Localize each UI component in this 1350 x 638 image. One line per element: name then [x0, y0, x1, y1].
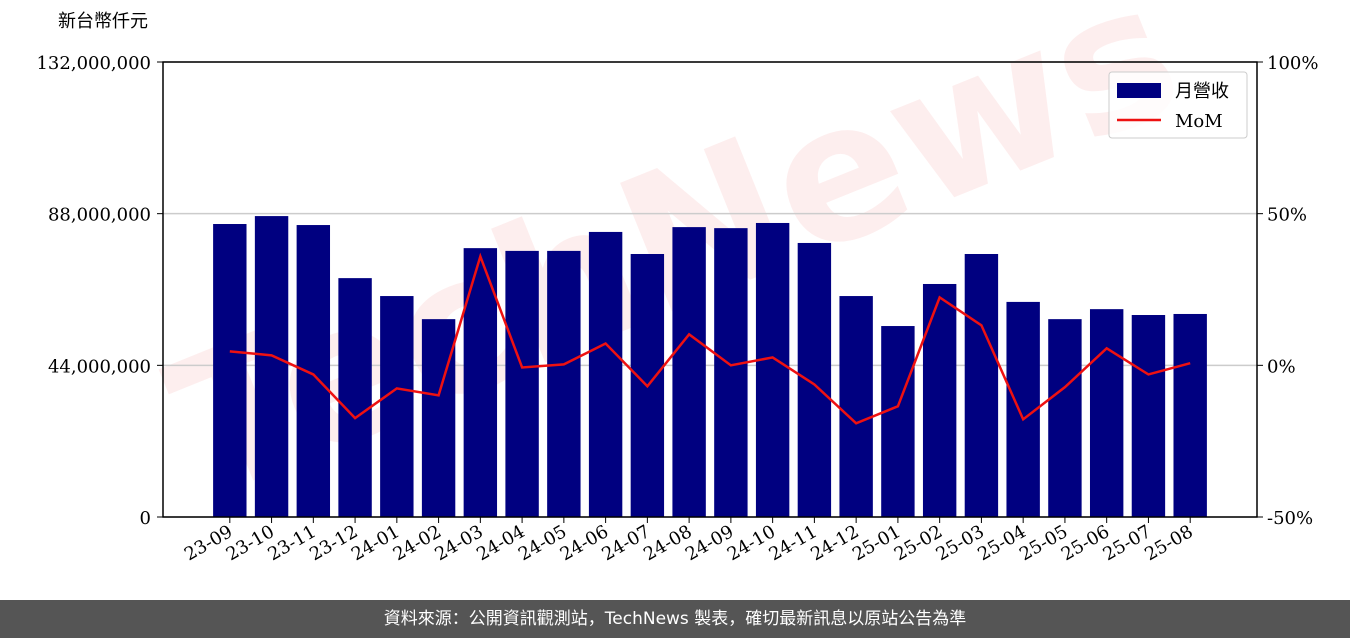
- bar: [839, 296, 873, 517]
- bar: [421, 319, 456, 517]
- bar: [1131, 315, 1166, 517]
- y-tick-label: 44,000,000: [48, 356, 151, 377]
- bar: [380, 296, 414, 517]
- line: [229, 252, 1191, 425]
- bar: [1048, 319, 1082, 517]
- bar: [505, 250, 539, 518]
- legend-label: MoM: [1175, 111, 1223, 132]
- y2-tick-label: 50%: [1267, 205, 1307, 226]
- bar: [296, 225, 331, 517]
- bar: [1089, 309, 1124, 517]
- y2-tick-label: 100%: [1267, 53, 1318, 74]
- legend-swatch: [1117, 83, 1161, 98]
- y-axis-label: 新台幣仟元: [58, 11, 148, 32]
- bar: [755, 222, 790, 517]
- plot-frame: [162, 61, 1258, 518]
- y-tick-label: 0: [140, 508, 151, 529]
- x-tick-label: 25-08: [1141, 521, 1196, 565]
- bar: [797, 242, 832, 517]
- y-tick-label: 88,000,000: [48, 205, 151, 226]
- y-tick-label: 132,000,000: [36, 53, 151, 74]
- bar: [547, 250, 581, 518]
- bar: [881, 326, 915, 517]
- y2-tick-label: -50%: [1267, 508, 1313, 529]
- bar: [672, 227, 706, 517]
- chart: 新台幣仟元 TechNews044,000,00088,000,000132,0…: [36, 0, 1318, 565]
- bar: [254, 216, 289, 518]
- bar: [922, 283, 957, 517]
- bar: [213, 224, 247, 517]
- y2-tick-label: 0%: [1267, 356, 1296, 377]
- bar: [964, 253, 999, 517]
- bar: [1173, 313, 1207, 517]
- bar: [714, 228, 748, 518]
- bar: [338, 278, 372, 517]
- bar: [588, 231, 623, 517]
- legend-label: 月營收: [1175, 81, 1229, 102]
- footer: 資料來源：公開資訊觀測站，TechNews 製表，確切最新訊息以原站公告為準: [0, 600, 1350, 638]
